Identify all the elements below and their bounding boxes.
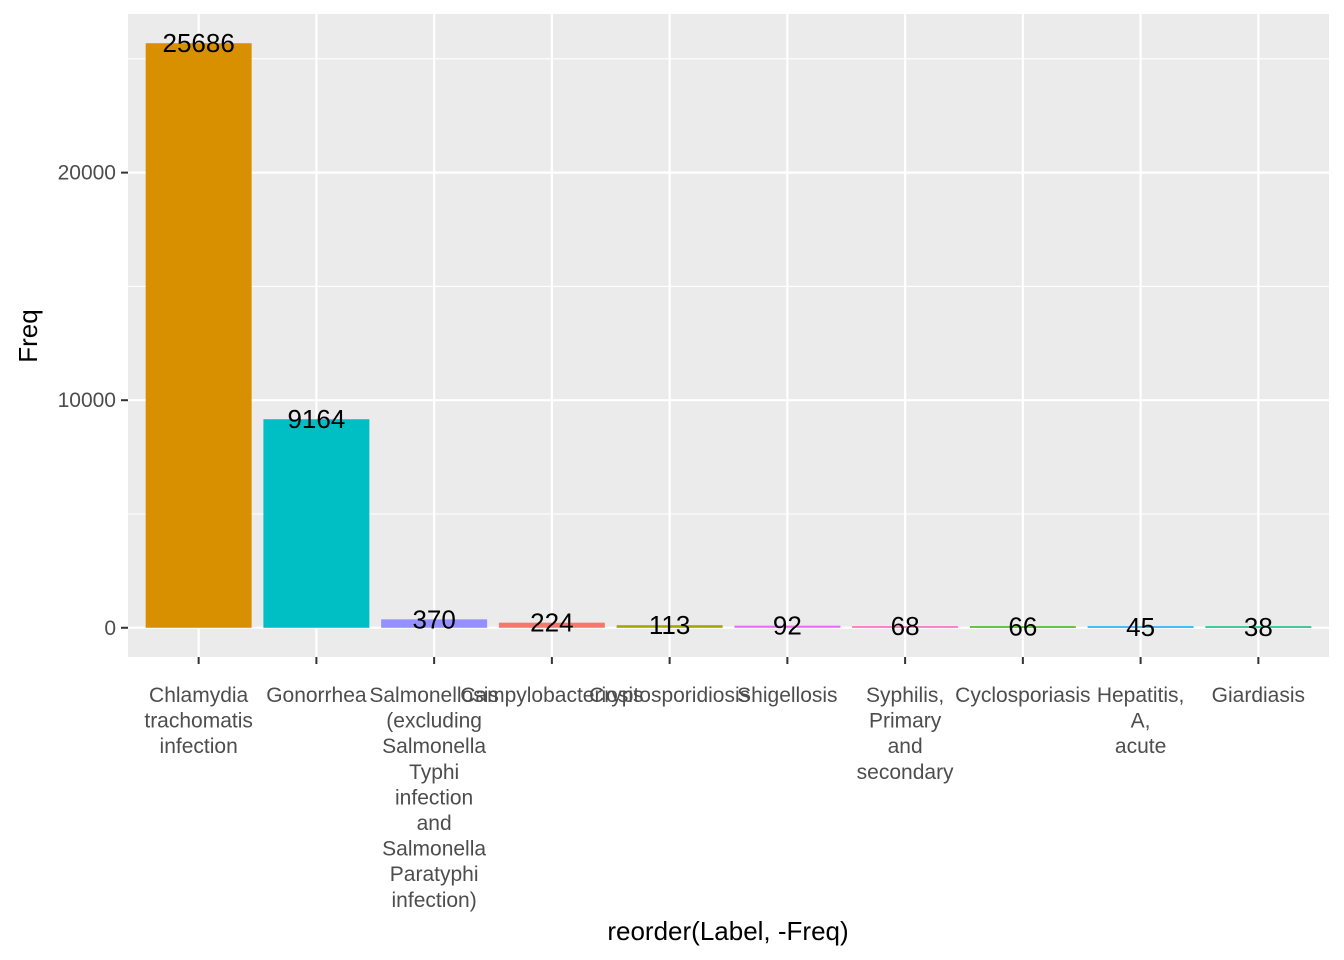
y-tick-label: 20000 <box>58 162 116 185</box>
bar <box>498 622 605 628</box>
x-tick-label: Shigellosis <box>737 684 837 707</box>
data-label: 92 <box>773 611 802 641</box>
x-tick-label: Chlamydia trachomatis infection <box>144 684 253 758</box>
x-tick-label: Syphilis, Primary and secondary <box>857 684 954 784</box>
data-label: 25686 <box>162 28 234 58</box>
x-tick-label: Giardiasis <box>1212 684 1305 707</box>
data-label: 9164 <box>287 404 345 434</box>
x-tick-label: Campylobacteriosis <box>460 684 643 707</box>
bar <box>616 625 723 628</box>
bar <box>381 619 488 628</box>
data-label: 38 <box>1244 612 1273 642</box>
bar <box>145 43 252 628</box>
major-gridlines <box>128 14 1329 657</box>
bar <box>1087 626 1194 628</box>
data-label: 224 <box>530 608 573 638</box>
y-tick-label: 10000 <box>58 389 116 412</box>
bars <box>145 43 1312 628</box>
y-tick-label: 0 <box>104 617 116 640</box>
data-label: 113 <box>649 610 690 640</box>
bar <box>969 626 1076 628</box>
bar <box>1205 626 1312 628</box>
data-label: 370 <box>412 604 455 634</box>
bar <box>852 626 959 628</box>
data-label: 45 <box>1126 612 1155 642</box>
x-tick-label: Gonorrhea <box>266 684 367 707</box>
data-label: 68 <box>891 611 920 641</box>
x-axis-title: reorder(Label, -Freq) <box>607 916 848 946</box>
y-axis-title: Freq <box>13 309 43 362</box>
x-tick-label: Cyclosporiasis <box>955 684 1090 707</box>
data-label: 66 <box>1008 611 1037 641</box>
data-labels: 25686 9164 370 224 113 92 68 66 45 38 <box>162 28 1272 642</box>
x-tick-label: Salmonellosis (excluding Salmonella Typhi in… <box>369 684 499 912</box>
x-axis: Chlamydia trachomatis infection Gonorrhea Sa… <box>144 657 1305 912</box>
x-tick-label: Hepatitis, A, acute <box>1097 684 1185 758</box>
x-tick-label: Cryptosporidiosis <box>589 684 750 707</box>
bar <box>263 419 370 628</box>
bar <box>734 625 841 628</box>
y-axis: 0 10000 20000 <box>58 162 128 640</box>
